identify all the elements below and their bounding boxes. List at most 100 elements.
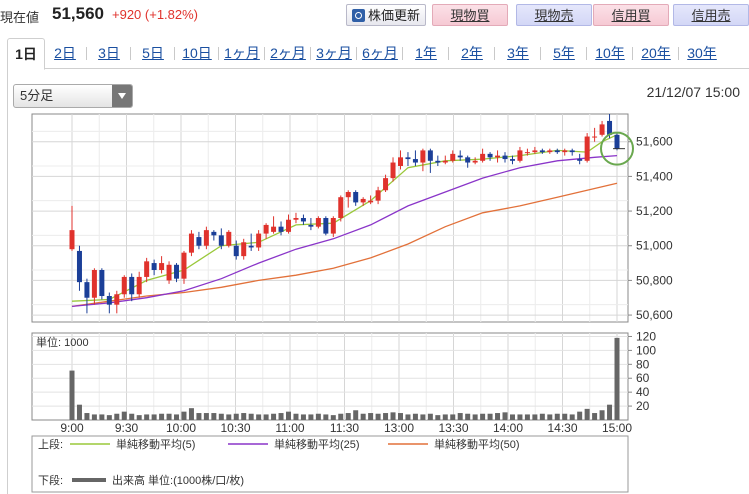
candle-body <box>271 226 277 232</box>
volume-bar <box>278 413 284 420</box>
candle-body <box>136 276 142 295</box>
tab-separator <box>130 47 131 60</box>
tab-15[interactable]: 30年 <box>687 45 717 61</box>
update-price-button[interactable]: 株価更新 <box>346 4 426 26</box>
x-tick-label: 13:00 <box>384 421 414 435</box>
tab-10[interactable]: 2年 <box>461 45 483 61</box>
update-price-label: 株価更新 <box>367 8 420 23</box>
candle-body <box>218 235 224 246</box>
tab-12[interactable]: 5年 <box>553 45 575 61</box>
candle-body <box>315 218 321 227</box>
interval-select[interactable]: 5分足 <box>13 84 133 108</box>
x-tick-label: 9:30 <box>115 421 139 435</box>
volume-tick-label: 40 <box>636 385 650 399</box>
tab-14[interactable]: 20年 <box>641 45 671 61</box>
volume-bar <box>427 413 433 420</box>
tab-1[interactable]: 2日 <box>54 45 76 61</box>
volume-bar <box>465 413 471 420</box>
candle-body <box>353 192 359 203</box>
candle-body <box>174 264 180 279</box>
candle-body <box>607 120 613 135</box>
candle-body <box>188 233 194 253</box>
volume-bar <box>129 413 135 420</box>
refresh-icon <box>351 9 365 22</box>
volume-legend-label: 出来高 単位:(1000株/口/枚) <box>112 473 244 487</box>
y-tick-label: 51,600 <box>636 135 673 149</box>
volume-bar <box>457 413 463 420</box>
volume-bar <box>487 413 493 420</box>
tab-11[interactable]: 3年 <box>507 45 529 61</box>
candle-body <box>181 252 187 279</box>
candle-body <box>278 226 284 232</box>
volume-bar <box>584 408 590 420</box>
tab-separator <box>632 47 633 60</box>
volume-bar <box>323 414 329 420</box>
tab-separator <box>494 47 495 60</box>
volume-bar <box>136 415 142 420</box>
tab-9[interactable]: 1年 <box>415 45 437 61</box>
tab-5[interactable]: 1ヶ月 <box>224 45 260 61</box>
x-tick-label: 14:30 <box>547 421 577 435</box>
volume-bar <box>241 413 247 420</box>
current-price-label: 現在値 <box>0 10 40 25</box>
legend-label: 単純移動平均(50) <box>434 437 520 451</box>
candle-body <box>584 136 590 161</box>
chevron-down-icon <box>112 85 132 107</box>
volume-bar <box>524 414 530 420</box>
tab-0[interactable]: 1日 <box>7 38 45 70</box>
volume-bar <box>308 414 314 420</box>
candle-body <box>577 159 583 161</box>
x-tick-label: 10:00 <box>166 421 196 435</box>
candle-body <box>487 153 493 158</box>
volume-bar <box>181 411 187 420</box>
volume-bar <box>76 404 82 420</box>
candle-body <box>532 150 538 153</box>
candle-body <box>495 155 501 158</box>
volume-bar <box>188 408 194 420</box>
candle-body <box>420 150 426 163</box>
candle-body <box>562 150 568 153</box>
candle-body <box>151 263 157 270</box>
candle-body <box>427 150 433 161</box>
volume-bar <box>532 414 538 420</box>
volume-bar <box>509 414 515 420</box>
candle-body <box>286 219 292 232</box>
cash-buy-button[interactable]: 現物買 <box>432 4 508 26</box>
volume-bar <box>495 413 501 420</box>
cash-sell-button[interactable]: 現物売 <box>516 4 592 26</box>
candle-body <box>99 270 105 296</box>
tab-3[interactable]: 5日 <box>142 45 164 61</box>
volume-bar <box>338 413 344 420</box>
volume-bar <box>203 413 209 420</box>
legend-top-label: 上段: <box>38 437 63 451</box>
tab-separator <box>356 47 357 60</box>
tab-13[interactable]: 10年 <box>595 45 625 61</box>
x-tick-label: 10:30 <box>220 421 250 435</box>
volume-bar <box>599 410 605 420</box>
volume-bar <box>383 413 389 420</box>
tab-separator <box>218 47 219 60</box>
candle-body <box>233 245 239 257</box>
tab-separator <box>174 47 175 60</box>
volume-bar <box>286 411 292 420</box>
margin-buy-button[interactable]: 信用買 <box>593 4 669 26</box>
candle-body <box>345 192 351 198</box>
tab-2[interactable]: 3日 <box>98 45 120 61</box>
tab-separator <box>448 47 449 60</box>
volume-bar <box>144 414 150 420</box>
tab-6[interactable]: 2ヶ月 <box>270 45 306 61</box>
volume-bar <box>233 413 239 420</box>
candle-body <box>106 296 112 305</box>
volume-plot-frame <box>31 332 629 421</box>
volume-bar <box>91 414 97 420</box>
volume-bar <box>412 413 418 420</box>
price-change: +920 (+1.82%) <box>112 7 199 22</box>
tab-4[interactable]: 10日 <box>182 45 212 61</box>
volume-bar <box>151 414 157 420</box>
volume-bar <box>539 413 545 420</box>
volume-bar <box>226 414 232 420</box>
volume-bar <box>472 414 478 420</box>
tab-7[interactable]: 3ヶ月 <box>316 45 352 61</box>
tab-8[interactable]: 6ヶ月 <box>362 45 398 61</box>
candle-body <box>390 162 396 179</box>
